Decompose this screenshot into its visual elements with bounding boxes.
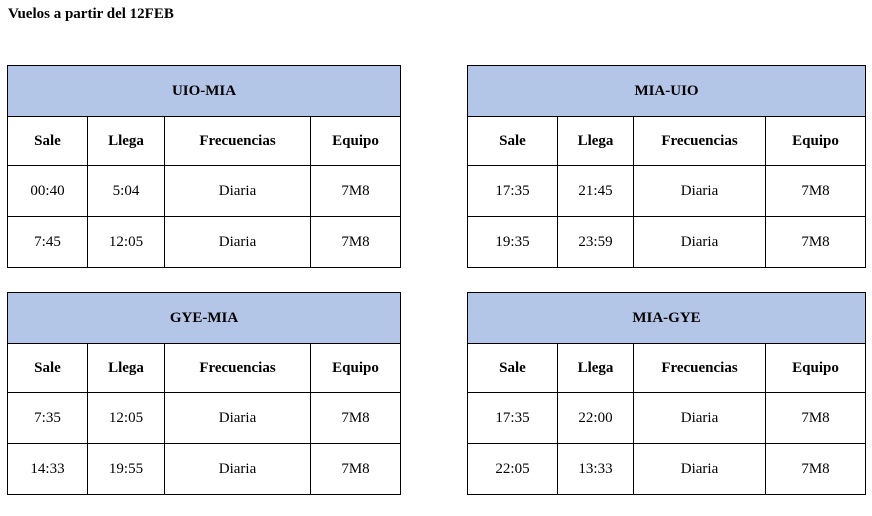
col-header-frecuencias: Frecuencias — [164, 116, 311, 166]
column-header-row: Sale Llega Frecuencias Equipo — [7, 116, 402, 166]
column-header-row: Sale Llega Frecuencias Equipo — [467, 343, 867, 393]
cell-frecuencias: Diaria — [164, 392, 311, 444]
cell-equipo: 7M8 — [764, 392, 867, 444]
flight-table-mia-uio: MIA-UIO Sale Llega Frecuencias Equipo 17… — [466, 65, 867, 268]
cell-sale: 00:40 — [7, 165, 88, 217]
table-row: 7:45 12:05 Diaria 7M8 — [7, 216, 402, 268]
cell-equipo: 7M8 — [309, 443, 402, 495]
route-header-row: MIA-UIO — [466, 65, 867, 117]
flight-table-uio-mia: UIO-MIA Sale Llega Frecuencias Equipo 00… — [6, 65, 402, 268]
route-title: MIA-UIO — [466, 65, 867, 117]
table-row: 17:35 22:00 Diaria 7M8 — [467, 392, 867, 444]
cell-llega: 13:33 — [557, 443, 634, 495]
cell-frecuencias: Diaria — [633, 165, 766, 217]
page-title: Vuelos a partir del 12FEB — [8, 6, 174, 22]
cell-sale: 7:35 — [7, 392, 88, 444]
route-title: MIA-GYE — [466, 292, 867, 344]
col-header-llega: Llega — [557, 116, 634, 166]
column-header-row: Sale Llega Frecuencias Equipo — [467, 116, 867, 166]
table-row: 14:33 19:55 Diaria 7M8 — [7, 443, 402, 495]
cell-sale: 19:35 — [467, 216, 558, 268]
flight-table-gye-mia: GYE-MIA Sale Llega Frecuencias Equipo 7:… — [6, 292, 402, 495]
cell-equipo: 7M8 — [309, 392, 402, 444]
cell-llega: 12:05 — [87, 392, 165, 444]
column-header-row: Sale Llega Frecuencias Equipo — [7, 343, 402, 393]
col-header-frecuencias: Frecuencias — [164, 343, 311, 393]
cell-equipo: 7M8 — [764, 443, 867, 495]
cell-equipo: 7M8 — [764, 216, 867, 268]
col-header-llega: Llega — [557, 343, 634, 393]
table-row: 00:40 5:04 Diaria 7M8 — [7, 165, 402, 217]
route-header-row: MIA-GYE — [466, 292, 867, 344]
col-header-frecuencias: Frecuencias — [633, 343, 766, 393]
cell-equipo: 7M8 — [764, 165, 867, 217]
cell-frecuencias: Diaria — [633, 443, 766, 495]
route-header-row: UIO-MIA — [6, 65, 402, 117]
route-title: UIO-MIA — [6, 65, 402, 117]
col-header-sale: Sale — [7, 116, 88, 166]
cell-llega: 23:59 — [557, 216, 634, 268]
col-header-llega: Llega — [87, 116, 165, 166]
cell-llega: 22:00 — [557, 392, 634, 444]
col-header-equipo: Equipo — [309, 343, 402, 393]
col-header-sale: Sale — [467, 116, 558, 166]
col-header-sale: Sale — [467, 343, 558, 393]
col-header-equipo: Equipo — [764, 116, 867, 166]
cell-llega: 5:04 — [87, 165, 165, 217]
table-row: 19:35 23:59 Diaria 7M8 — [467, 216, 867, 268]
cell-frecuencias: Diaria — [164, 165, 311, 217]
cell-sale: 7:45 — [7, 216, 88, 268]
cell-frecuencias: Diaria — [164, 216, 311, 268]
cell-frecuencias: Diaria — [633, 392, 766, 444]
cell-sale: 17:35 — [467, 392, 558, 444]
table-row: 17:35 21:45 Diaria 7M8 — [467, 165, 867, 217]
cell-sale: 14:33 — [7, 443, 88, 495]
cell-frecuencias: Diaria — [633, 216, 766, 268]
cell-llega: 21:45 — [557, 165, 634, 217]
flight-table-mia-gye: MIA-GYE Sale Llega Frecuencias Equipo 17… — [466, 292, 867, 495]
table-row: 22:05 13:33 Diaria 7M8 — [467, 443, 867, 495]
col-header-equipo: Equipo — [764, 343, 867, 393]
cell-llega: 12:05 — [87, 216, 165, 268]
cell-sale: 22:05 — [467, 443, 558, 495]
col-header-equipo: Equipo — [309, 116, 402, 166]
table-row: 7:35 12:05 Diaria 7M8 — [7, 392, 402, 444]
col-header-llega: Llega — [87, 343, 165, 393]
col-header-sale: Sale — [7, 343, 88, 393]
col-header-frecuencias: Frecuencias — [633, 116, 766, 166]
cell-equipo: 7M8 — [309, 216, 402, 268]
flight-tables-grid: UIO-MIA Sale Llega Frecuencias Equipo 00… — [6, 65, 867, 495]
route-title: GYE-MIA — [6, 292, 402, 344]
cell-llega: 19:55 — [87, 443, 165, 495]
cell-frecuencias: Diaria — [164, 443, 311, 495]
route-header-row: GYE-MIA — [6, 292, 402, 344]
cell-equipo: 7M8 — [309, 165, 402, 217]
cell-sale: 17:35 — [467, 165, 558, 217]
